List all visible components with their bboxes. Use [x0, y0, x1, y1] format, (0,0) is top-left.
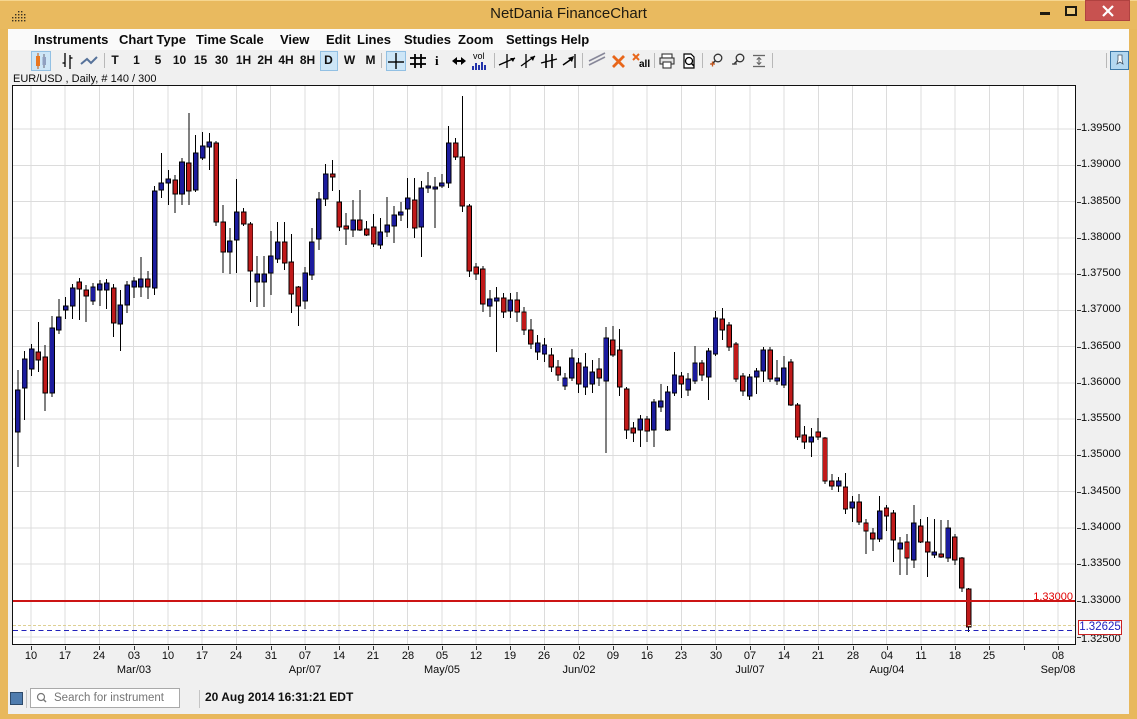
svg-text:1.33000: 1.33000	[1033, 591, 1073, 603]
svg-text:all: all	[639, 59, 650, 70]
